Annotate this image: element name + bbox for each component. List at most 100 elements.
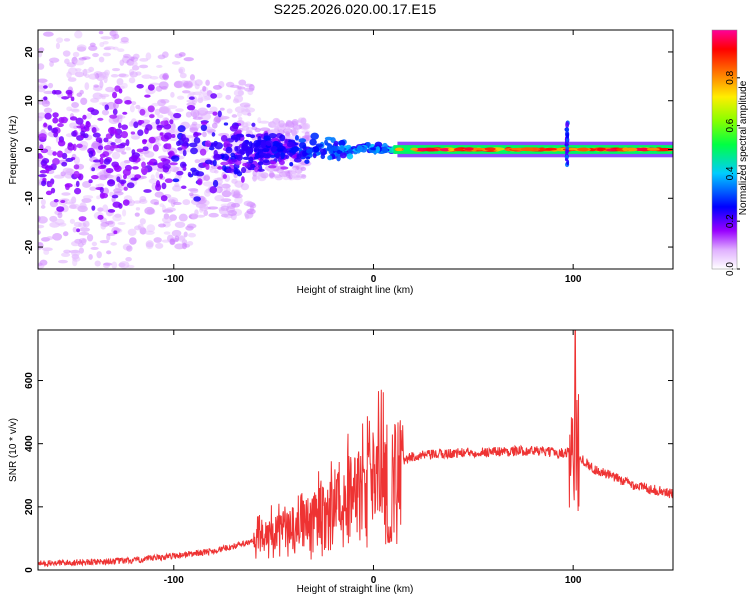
spectral-blob xyxy=(143,189,152,193)
spectral-blob xyxy=(658,147,670,152)
spectral-blob xyxy=(301,174,307,179)
spectral-blob xyxy=(452,148,464,152)
spectral-blob xyxy=(154,191,164,198)
spectral-blob xyxy=(114,137,122,144)
spectral-blob xyxy=(276,142,283,146)
spectral-blob xyxy=(188,91,196,96)
spectral-blob xyxy=(144,94,151,98)
spectral-blob xyxy=(474,147,486,151)
spectral-blob xyxy=(125,146,131,151)
spectral-blob xyxy=(136,83,144,89)
spectral-blob xyxy=(230,84,240,88)
spectral-blob xyxy=(169,238,175,245)
spectral-blob xyxy=(302,122,311,130)
spectral-blob xyxy=(88,179,93,184)
spectral-blob xyxy=(70,240,80,247)
spectral-blob xyxy=(97,183,105,188)
spectral-blob xyxy=(169,119,174,125)
spectral-blob xyxy=(239,102,251,108)
x-tick-label: 100 xyxy=(565,575,582,586)
spectral-blob xyxy=(103,137,109,143)
spectral-blob xyxy=(238,116,243,121)
spectral-blob xyxy=(225,168,235,174)
spectral-blob xyxy=(197,107,209,116)
spectral-blob xyxy=(93,159,101,163)
spectral-blob xyxy=(236,111,242,117)
spectral-blob xyxy=(162,158,171,165)
spectral-blob xyxy=(260,141,267,148)
spectral-blob xyxy=(233,94,244,103)
spectral-blob xyxy=(339,152,347,159)
spectral-blob xyxy=(131,166,139,170)
spectral-blob xyxy=(161,51,169,58)
spectral-blob xyxy=(209,106,218,113)
spectral-blob xyxy=(61,152,68,160)
spectral-blob xyxy=(76,228,80,233)
spectral-blob xyxy=(239,120,245,127)
spectral-blob xyxy=(91,167,96,172)
spectral-blob xyxy=(225,146,233,154)
spectral-blob xyxy=(315,143,324,148)
spectral-blob xyxy=(84,73,90,78)
spectral-blob xyxy=(153,201,160,206)
spectral-blob xyxy=(289,162,294,167)
spectral-blob xyxy=(247,112,252,117)
spectral-blob xyxy=(79,89,84,95)
spectral-blob xyxy=(101,192,109,199)
spectral-blob xyxy=(38,78,48,83)
spectral-blob xyxy=(121,82,128,89)
spectral-blob xyxy=(233,89,245,97)
spectral-blob xyxy=(156,64,163,68)
spectral-blob xyxy=(40,198,46,206)
spectral-blob xyxy=(45,190,53,196)
spectral-blob xyxy=(130,154,139,161)
spectral-blob xyxy=(280,152,285,160)
spectral-blob xyxy=(63,38,71,42)
spectral-blob xyxy=(56,206,65,212)
spectral-blob xyxy=(97,145,104,151)
spectral-blob xyxy=(139,218,146,225)
spectral-blob xyxy=(91,241,98,247)
spectral-blob xyxy=(38,133,47,140)
spectral-blob xyxy=(241,166,247,174)
spectral-blob xyxy=(116,78,124,86)
spectral-blob xyxy=(107,179,116,187)
spectral-blob xyxy=(564,158,568,162)
spectral-blob xyxy=(190,188,199,194)
spectral-blob xyxy=(338,139,346,147)
spectral-blob xyxy=(53,198,59,203)
spectral-blob xyxy=(186,102,196,107)
spectral-blob xyxy=(243,200,254,207)
y-tick-label: 400 xyxy=(24,435,35,452)
spectral-blob xyxy=(144,230,155,235)
spectral-blob xyxy=(38,242,43,246)
spectral-blob xyxy=(163,231,171,235)
spectral-blob xyxy=(159,108,170,113)
spectral-blob xyxy=(278,171,289,178)
spectral-blob xyxy=(92,53,99,58)
spectral-blob xyxy=(304,159,310,164)
spectral-blob xyxy=(170,91,175,98)
colorbar-tick-label: 0.8 xyxy=(725,70,736,84)
spectral-blob xyxy=(205,79,210,86)
spectral-blob xyxy=(91,205,96,211)
spectral-blob xyxy=(241,176,245,183)
spectral-blob xyxy=(97,165,106,170)
spectral-blob xyxy=(133,121,139,129)
spectral-blob xyxy=(112,67,121,72)
spectral-blob xyxy=(339,144,345,151)
spectral-blob xyxy=(375,146,381,153)
spectral-blob xyxy=(181,90,191,94)
spectral-blob xyxy=(70,249,81,257)
spectral-blob xyxy=(144,206,155,215)
spectral-blob xyxy=(381,146,388,154)
spectral-blob xyxy=(111,161,119,168)
spectral-blob xyxy=(204,159,213,165)
spectral-blob xyxy=(122,209,127,217)
spectral-blob xyxy=(119,142,127,147)
spectral-blob xyxy=(157,114,164,119)
spectral-blob xyxy=(305,156,311,160)
spectral-blob xyxy=(250,163,256,169)
spectral-blob xyxy=(207,206,219,210)
spectral-blob xyxy=(103,262,113,266)
